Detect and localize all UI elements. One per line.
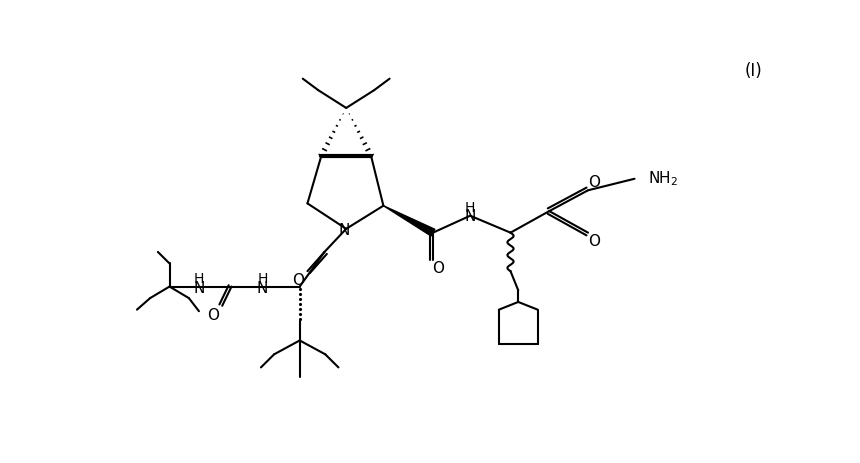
Text: H: H [257,272,267,286]
Text: NH$_2$: NH$_2$ [648,169,679,188]
Text: H: H [194,272,204,286]
Text: (I): (I) [744,62,762,80]
Text: O: O [588,234,600,250]
Text: N: N [339,223,350,238]
Text: N: N [464,209,476,224]
Text: O: O [292,273,304,288]
Text: O: O [207,307,219,323]
Text: N: N [257,281,268,295]
Text: N: N [194,281,205,295]
Text: O: O [432,261,444,276]
Polygon shape [384,206,435,236]
Text: O: O [588,175,600,190]
Text: H: H [465,201,476,215]
